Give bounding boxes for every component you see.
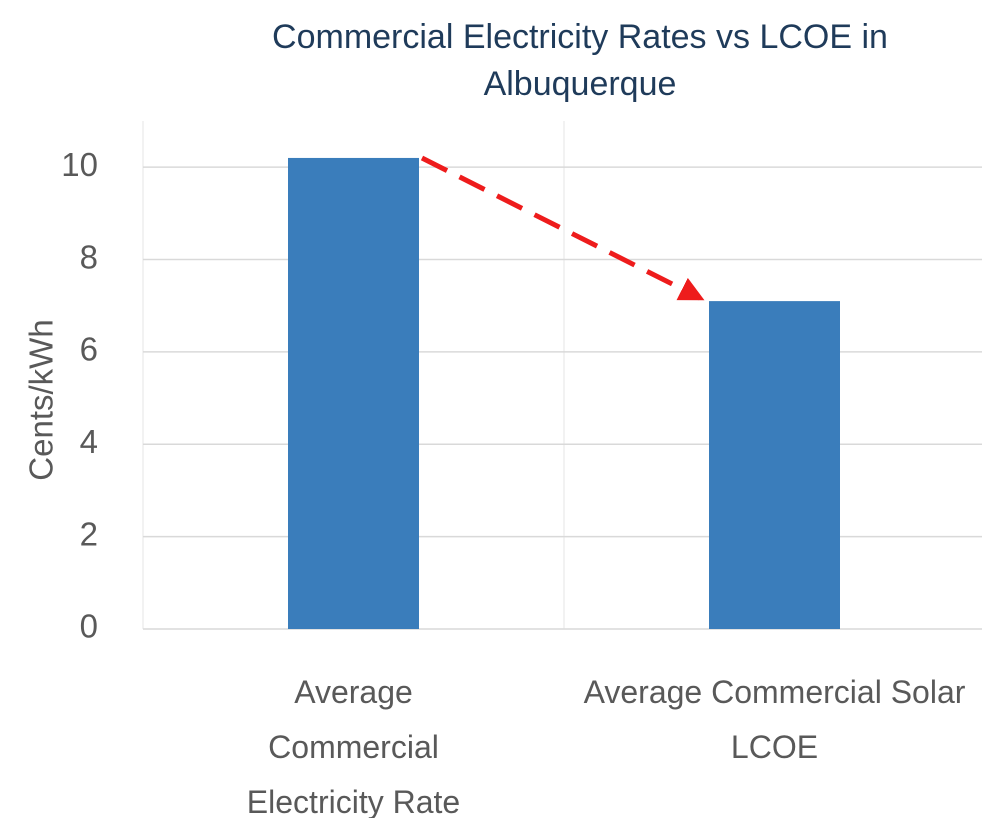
bar	[709, 301, 840, 629]
y-tick-label: 4	[80, 423, 98, 460]
chart-title: Commercial Electricity Rates vs LCOE in …	[272, 18, 888, 103]
y-axis-label: Cents/kWh	[23, 319, 60, 480]
x-tick-label: Average Commercial Solar LCOE	[583, 674, 966, 765]
x-tick-label: Average Commercial Electricity Rate	[246, 674, 461, 818]
y-tick-label: 8	[80, 238, 98, 275]
y-tick-label: 6	[80, 331, 98, 368]
y-tick-label: 0	[80, 608, 98, 645]
annotation-arrow	[420, 155, 705, 301]
grid	[142, 121, 982, 630]
marks	[288, 157, 840, 630]
bar	[288, 157, 419, 630]
y-tick-label: 2	[80, 515, 98, 552]
y-tick-label: 10	[61, 146, 98, 183]
